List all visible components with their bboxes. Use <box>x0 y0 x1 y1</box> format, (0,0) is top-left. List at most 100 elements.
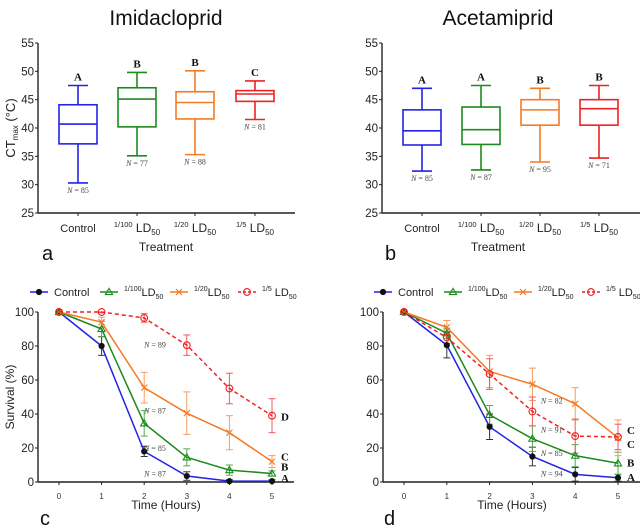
legend-label: 1/20LD50 <box>538 286 574 301</box>
legend-label: 1/20LD50 <box>194 286 230 301</box>
legend-item: 1/100LD50 <box>100 286 163 301</box>
marker-x <box>140 384 148 392</box>
series-1-5-ld50 <box>55 308 276 420</box>
y-tick-label: 25 <box>365 208 378 220</box>
legend-item: 1/5 LD50 <box>582 286 640 301</box>
y-tick-label: 55 <box>365 38 378 50</box>
significance-letter: B <box>133 58 141 70</box>
legend-item: Control <box>30 287 89 299</box>
legend-label: Control <box>398 287 433 299</box>
box-4: C N = 81 <box>235 67 275 132</box>
marker-x <box>268 458 276 465</box>
box-1: A N = 85 <box>402 74 442 183</box>
marker-triangle <box>613 458 623 467</box>
chart-title: Imidacloprid <box>109 7 222 30</box>
sample-size-label: N = 85 <box>66 186 89 195</box>
marker-triangle <box>448 287 458 296</box>
marker-filled-circle <box>35 288 43 296</box>
series-line <box>58 311 273 463</box>
marker-filled-circle <box>529 453 536 460</box>
y-tick-label: 45 <box>365 95 378 107</box>
sample-size-label: N = 82 <box>540 396 563 405</box>
x-axis-label: Time (Hours) <box>131 498 201 512</box>
significance-letter: A <box>74 72 82 84</box>
legend-label: 1/5 LD50 <box>262 286 297 301</box>
legend-label: 1/100LD50 <box>124 286 163 301</box>
marker-open-circle <box>243 288 251 296</box>
box-3: B N = 88 <box>175 57 215 167</box>
x-tick-label: 4 <box>227 492 232 501</box>
x-tick-label: 1/5 LD50 <box>580 220 619 237</box>
marker-filled-circle <box>141 448 148 455</box>
marker-x <box>443 323 451 331</box>
iqr-box <box>175 90 215 120</box>
iqr-box <box>579 98 619 126</box>
sample-size-label: N = 88 <box>183 158 206 167</box>
marker-triangle <box>97 324 107 333</box>
marker-open-circle <box>528 407 537 416</box>
y-tick-label: 40 <box>21 409 34 421</box>
marker-filled-circle <box>572 471 579 478</box>
legend-item: 1/20LD50 <box>514 286 574 301</box>
series-1-5-ld50 <box>400 308 622 441</box>
x-tick-label: Control <box>60 223 95 235</box>
y-tick-label: 20 <box>366 443 379 455</box>
marker-triangle <box>442 328 452 337</box>
series-1-20-ld50 <box>400 308 622 442</box>
marker-triangle <box>182 452 192 461</box>
significance-letter: D <box>281 412 289 424</box>
marker-x <box>571 400 579 408</box>
significance-letter: A <box>418 74 426 86</box>
legend: Control 1/100LD50 1/20LD50 1/5 LD50 <box>30 286 297 301</box>
x-tick-label: 1/5 LD50 <box>236 220 275 237</box>
x-tick-label: 2 <box>142 492 147 501</box>
legend-item: 1/100LD50 <box>444 286 507 301</box>
y-axis-label: Survival (%) <box>3 365 17 430</box>
series-line <box>58 311 273 475</box>
marker-filled-circle <box>379 288 387 296</box>
iqr-box <box>461 106 501 146</box>
y-tick-label: 60 <box>366 375 379 387</box>
sample-size-label: N = 89 <box>143 340 166 349</box>
significance-letter: A <box>477 72 485 84</box>
marker-x <box>98 318 105 326</box>
y-tick-label: 30 <box>21 180 34 192</box>
legend-item: 1/5 LD50 <box>238 286 297 301</box>
y-tick-label: 20 <box>21 443 34 455</box>
series-line <box>403 311 619 438</box>
iqr-box <box>235 89 275 103</box>
y-tick-label: 50 <box>21 66 34 78</box>
series-line <box>59 311 273 417</box>
sample-size-label: N = 81 <box>243 123 266 132</box>
y-tick-label: 80 <box>366 341 379 353</box>
marker-triangle <box>104 287 114 296</box>
panel-label: d <box>384 508 395 529</box>
marker-open-circle <box>97 308 106 316</box>
iqr-box <box>520 98 560 126</box>
chart-title: Acetamiprid <box>443 7 554 30</box>
marker-open-circle <box>140 314 149 322</box>
y-tick-label: 40 <box>366 409 379 421</box>
significance-letter: C <box>281 452 289 464</box>
y-tick-label: 0 <box>28 477 34 489</box>
iqr-box <box>402 109 442 146</box>
y-tick-label: 45 <box>21 95 34 107</box>
panel-label: c <box>40 508 50 529</box>
sample-size-label: N = 87 <box>143 407 166 416</box>
y-tick-label: 80 <box>21 341 34 353</box>
marker-x <box>183 409 191 417</box>
panel-label: b <box>385 243 396 265</box>
marker-open-circle <box>268 411 276 420</box>
series-1-100-ld50 <box>399 307 623 467</box>
box-2: B N = 77 <box>117 58 157 168</box>
marker-open-circle <box>442 333 451 342</box>
marker-x <box>226 429 233 437</box>
y-tick-label: 25 <box>21 208 34 220</box>
marker-open-circle <box>400 308 408 316</box>
x-tick-label: 1 <box>99 492 104 501</box>
y-tick-label: 40 <box>21 123 34 135</box>
marker-filled-circle <box>614 474 622 481</box>
legend-label: 1/100LD50 <box>468 286 507 301</box>
marker-triangle <box>267 468 277 477</box>
